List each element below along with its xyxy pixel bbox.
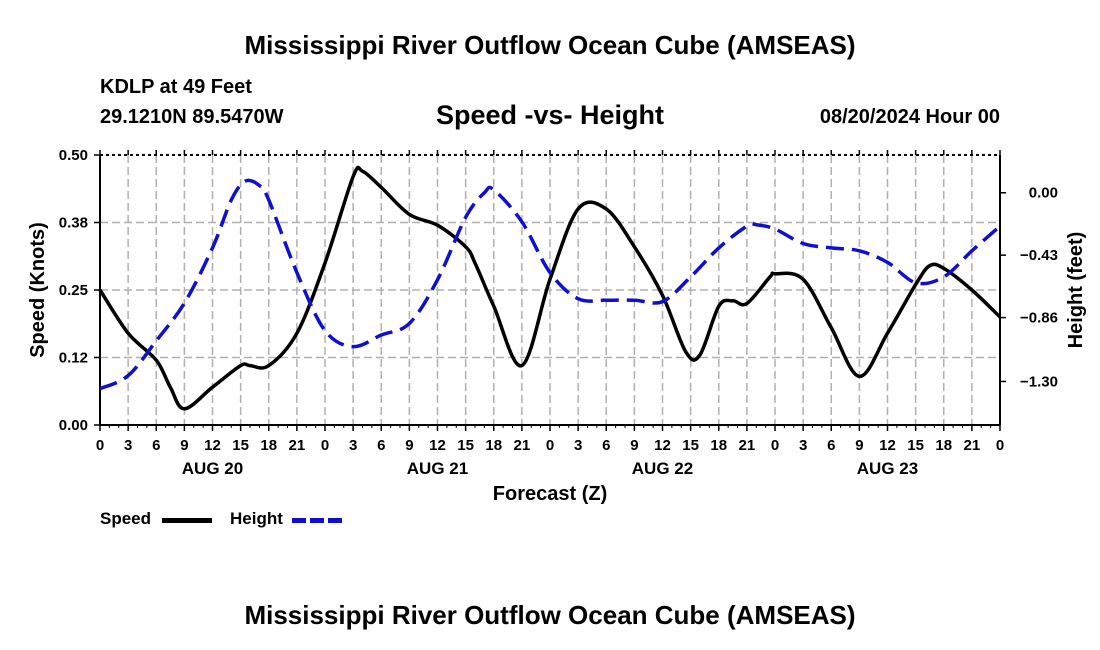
x-tick-label: 18 bbox=[935, 437, 952, 454]
forecast-datetime: 08/20/2024 Hour 00 bbox=[819, 106, 1000, 128]
legend-height-swatch bbox=[292, 518, 342, 523]
x-tick-label: 12 bbox=[879, 437, 896, 454]
x-tick-label: 15 bbox=[907, 437, 924, 454]
x-tick-label: 12 bbox=[429, 437, 446, 454]
x-tick-label: 18 bbox=[710, 437, 727, 454]
x-tick-label: 9 bbox=[405, 437, 413, 454]
x-tick-label: 3 bbox=[124, 437, 132, 454]
x-tick-label: 21 bbox=[964, 437, 981, 454]
legend-speed-swatch bbox=[162, 518, 212, 523]
footer-title: Mississippi River Outflow Ocean Cube (AM… bbox=[244, 600, 856, 630]
coordinates-label: 29.1210N 89.5470W bbox=[100, 106, 284, 128]
x-tick-label: 12 bbox=[654, 437, 671, 454]
x-tick-label: 15 bbox=[232, 437, 249, 454]
x-tick-label: 9 bbox=[855, 437, 863, 454]
x-tick-label: 0 bbox=[96, 437, 104, 454]
x-day-label: AUG 20 bbox=[182, 459, 243, 478]
x-tick-label: 0 bbox=[771, 437, 779, 454]
x-tick-label: 18 bbox=[260, 437, 277, 454]
x-tick-label: 15 bbox=[682, 437, 699, 454]
x-day-label: AUG 21 bbox=[407, 459, 468, 478]
y2-axis-title: Height (feet) bbox=[1065, 232, 1087, 349]
x-tick-label: 21 bbox=[514, 437, 531, 454]
x-tick-label: 9 bbox=[180, 437, 188, 454]
chart-subtitle: Speed -vs- Height bbox=[435, 100, 665, 130]
x-day-label: AUG 22 bbox=[632, 459, 693, 478]
station-label: KDLP at 49 Feet bbox=[100, 76, 252, 98]
y2-tick-label: −1.30 bbox=[1020, 373, 1058, 390]
x-tick-label: 21 bbox=[289, 437, 306, 454]
x-tick-label: 6 bbox=[152, 437, 160, 454]
legend-speed-label: Speed bbox=[100, 509, 152, 528]
x-tick-label: 3 bbox=[349, 437, 357, 454]
x-tick-label: 6 bbox=[827, 437, 835, 454]
x-tick-label: 3 bbox=[799, 437, 807, 454]
y2-tick-label: 0.00 bbox=[1029, 185, 1058, 202]
x-tick-label: 9 bbox=[630, 437, 638, 454]
y-tick-label: 0.12 bbox=[59, 350, 88, 367]
y2-tick-label: −0.43 bbox=[1020, 247, 1058, 264]
x-tick-label: 12 bbox=[204, 437, 221, 454]
x-tick-label: 21 bbox=[739, 437, 756, 454]
x-tick-label: 0 bbox=[546, 437, 554, 454]
y-tick-label: 0.50 bbox=[59, 147, 88, 164]
x-tick-label: 6 bbox=[377, 437, 385, 454]
y2-tick-label: −0.86 bbox=[1020, 310, 1058, 327]
x-tick-label: 3 bbox=[574, 437, 582, 454]
x-tick-label: 6 bbox=[602, 437, 610, 454]
height-series-line bbox=[99, 178, 1002, 391]
x-tick-label: 15 bbox=[457, 437, 474, 454]
speed-series-line bbox=[98, 165, 1002, 411]
x-day-label: AUG 23 bbox=[857, 459, 918, 478]
x-tick-label: 0 bbox=[321, 437, 329, 454]
page-title: Mississippi River Outflow Ocean Cube (AM… bbox=[244, 30, 856, 60]
y-tick-label: 0.00 bbox=[59, 417, 88, 434]
y-axis-title: Speed (Knots) bbox=[27, 222, 49, 358]
x-axis-title: Forecast (Z) bbox=[493, 483, 607, 505]
legend-height-label: Height bbox=[230, 509, 283, 528]
y-tick-label: 0.38 bbox=[59, 215, 88, 232]
x-tick-label: 0 bbox=[996, 437, 1004, 454]
x-tick-label: 18 bbox=[485, 437, 502, 454]
y-tick-label: 0.25 bbox=[59, 282, 88, 299]
